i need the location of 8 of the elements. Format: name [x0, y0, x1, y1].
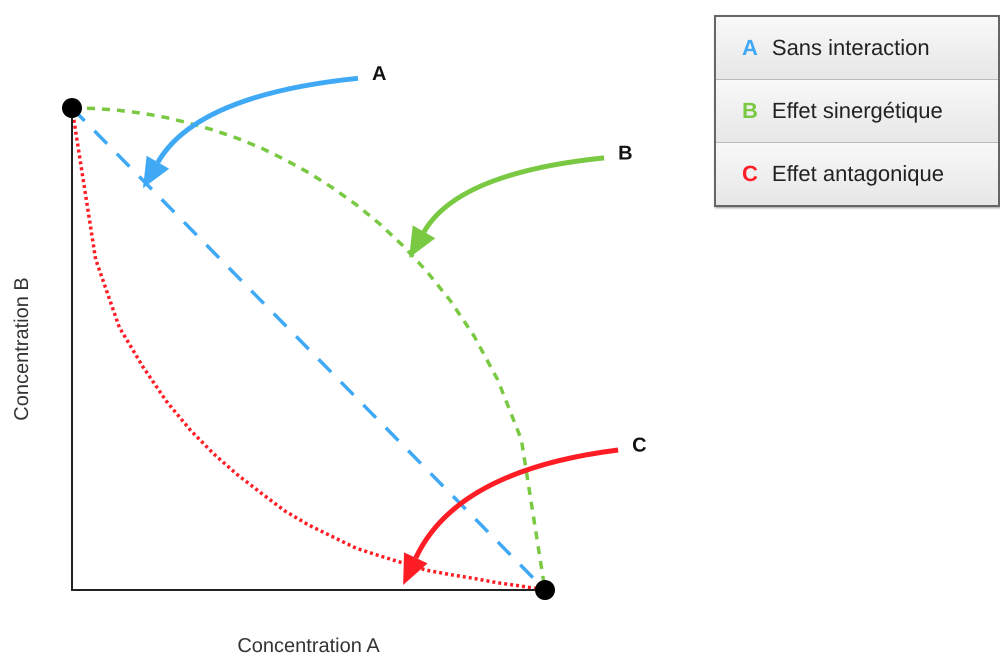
text: A Sans interaction [716, 17, 998, 80]
x-axis-title: Concentration A [237, 635, 380, 657]
text: B Effet sinergétique [716, 80, 998, 143]
y-axis-title: Concentration B [11, 277, 33, 421]
text: C Effet antagonique [716, 143, 998, 205]
text: C [632, 434, 647, 457]
text: A [372, 62, 386, 85]
text: B [618, 142, 633, 164]
